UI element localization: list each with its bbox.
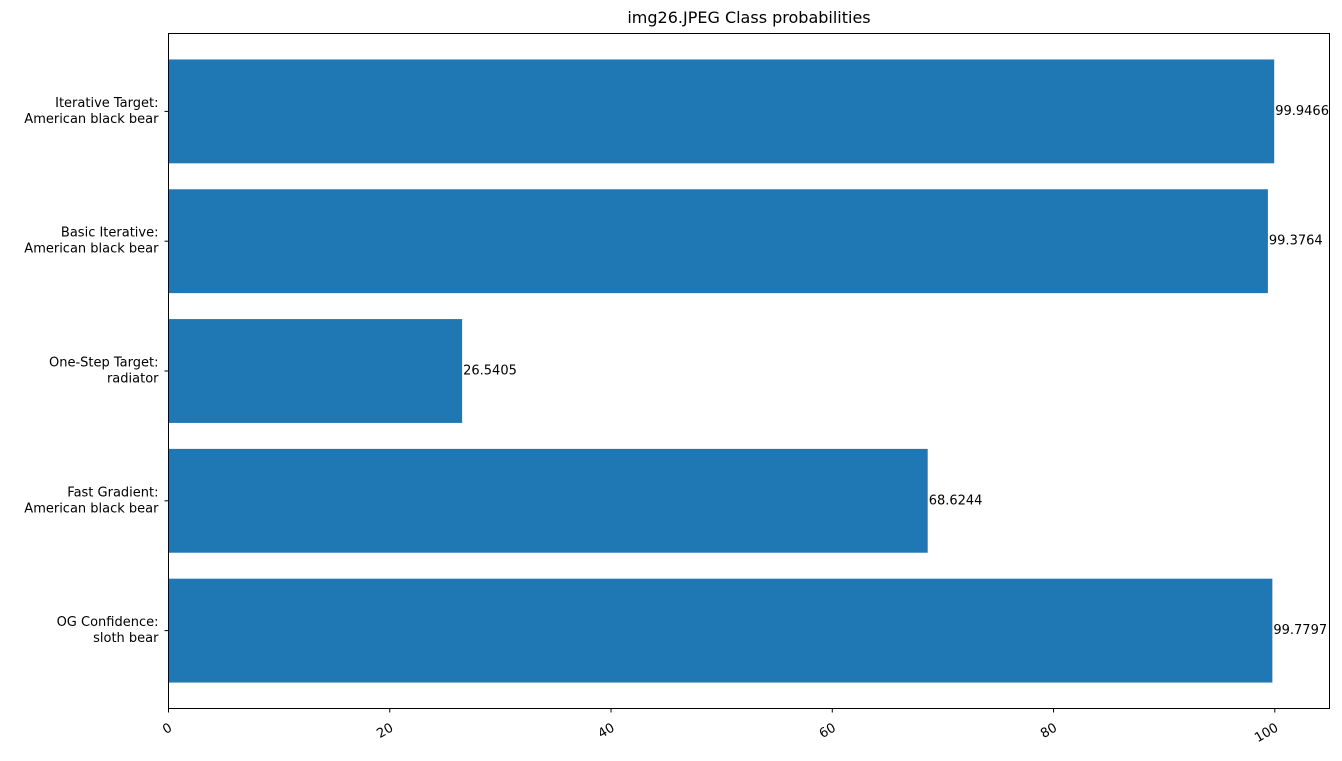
- plot-frame: [168, 33, 1330, 709]
- x-tick-label: 80: [1038, 721, 1060, 742]
- bar-value-label: 99.7797: [1273, 623, 1327, 638]
- bar: [168, 59, 1275, 164]
- x-tick-label: 100: [1252, 721, 1281, 746]
- value-labels-layer: 99.7797 68.6244 26.5405 99.3764 99.9466: [463, 104, 1329, 638]
- bar-value-label: 99.9466: [1275, 104, 1329, 119]
- y-tick-label: Basic Iterative: American black bear: [24, 226, 159, 257]
- x-tick-label: 40: [596, 721, 618, 742]
- y-axis: OG Confidence: sloth bear Fast Gradient: Am…: [24, 96, 169, 646]
- y-tick-label: One-Step Target: radiator: [49, 356, 159, 387]
- bar: [168, 578, 1273, 683]
- x-axis: 0 20 40 60 80 100: [160, 708, 1281, 746]
- bar-value-label: 99.3764: [1269, 234, 1323, 249]
- bar: [168, 189, 1268, 294]
- chart-title: img26.JPEG Class probabilities: [627, 8, 870, 27]
- bar-value-label: 68.6244: [929, 493, 983, 508]
- bars-layer: [168, 59, 1275, 683]
- y-tick-label: OG Confidence: sloth bear: [57, 615, 160, 646]
- x-tick-label: 20: [374, 721, 396, 742]
- bar: [168, 319, 463, 423]
- x-tick-label: 0: [160, 721, 175, 738]
- y-tick-label: Fast Gradient: American black bear: [24, 485, 159, 516]
- y-tick-label: Iterative Target: American black bear: [24, 96, 159, 127]
- bar: [168, 448, 928, 553]
- bar-value-label: 26.5405: [463, 364, 517, 379]
- x-tick-label: 60: [817, 721, 839, 742]
